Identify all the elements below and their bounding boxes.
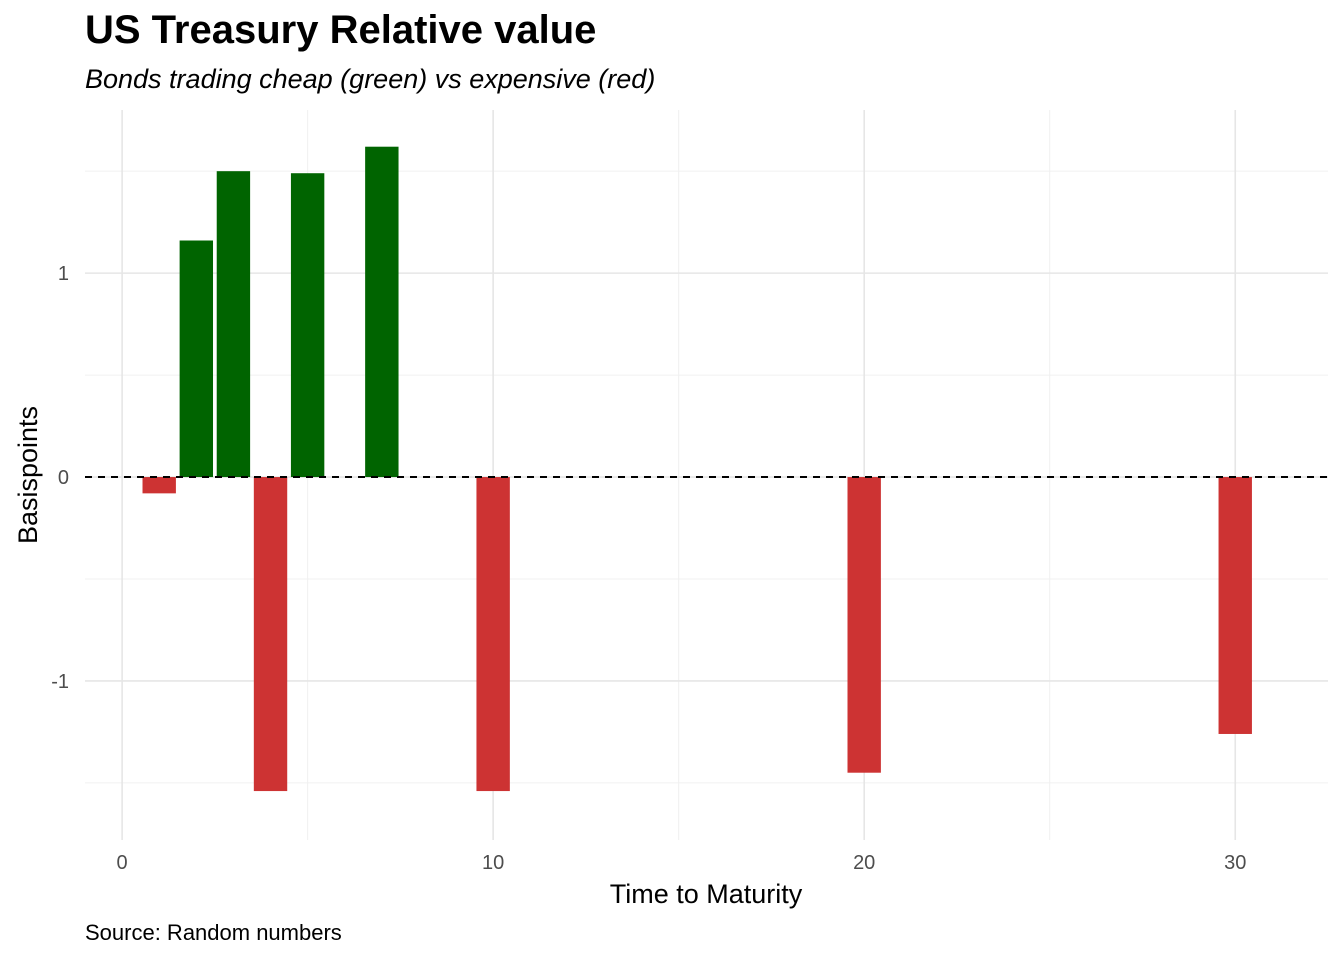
x-axis-title: Time to Maturity <box>610 879 803 909</box>
x-tick-label: 30 <box>1224 852 1246 874</box>
x-axis-ticks: 0 10 20 30 <box>117 852 1247 874</box>
x-tick-label: 20 <box>853 852 875 874</box>
bar-cheap <box>179 240 214 478</box>
bar-expensive <box>253 477 288 792</box>
chart-subtitle: Bonds trading cheap (green) vs expensive… <box>85 64 656 94</box>
chart-title: US Treasury Relative value <box>85 8 597 52</box>
bar-cheap <box>290 173 325 478</box>
y-tick-label: 1 <box>58 263 69 285</box>
y-tick-label: 0 <box>58 467 69 489</box>
bar-expensive <box>847 477 881 773</box>
bar-expensive <box>476 477 510 792</box>
bars <box>142 146 1252 792</box>
chart-caption: Source: Random numbers <box>85 920 342 945</box>
bar-cheap <box>365 146 399 478</box>
x-tick-label: 0 <box>117 852 128 874</box>
y-axis-title: Basispoints <box>13 406 43 544</box>
x-tick-label: 10 <box>482 852 504 874</box>
y-axis-ticks: -1 0 1 <box>51 263 69 693</box>
bar-cheap <box>216 171 251 478</box>
y-tick-label: -1 <box>51 671 69 693</box>
bar-expensive <box>1218 477 1252 734</box>
bar-expensive <box>142 477 176 494</box>
